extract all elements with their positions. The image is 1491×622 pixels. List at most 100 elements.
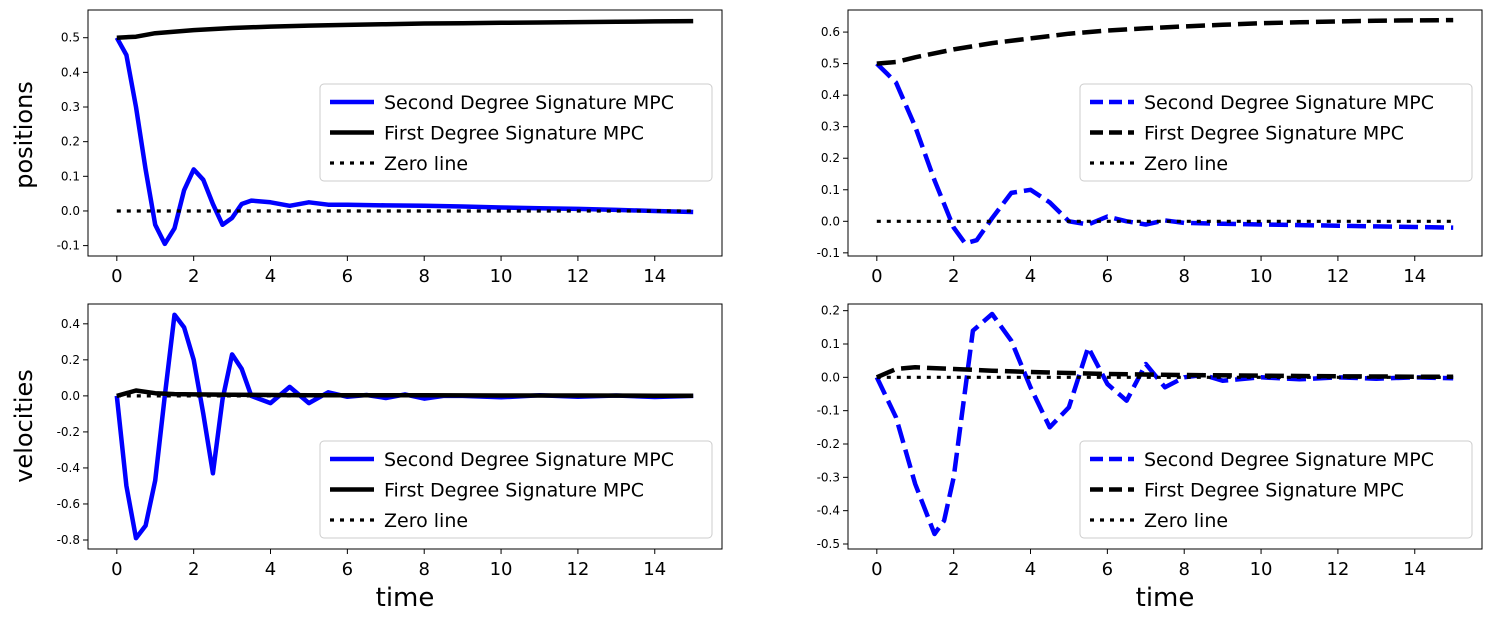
x-tick-label: 12 (566, 266, 589, 287)
y-tick-label: 0.1 (61, 169, 80, 183)
y-tick-label: 0.4 (821, 88, 840, 102)
x-tick-label: 12 (1326, 266, 1349, 287)
series-lines (875, 17, 1454, 246)
y-tick-label: 0.2 (821, 151, 840, 165)
y-tick-label: 0.2 (61, 135, 80, 149)
legend-label-second-degree-signature-mpc: Second Degree Signature MPC (1144, 92, 1434, 114)
x-tick-label: 6 (342, 559, 353, 580)
legend-box (319, 440, 713, 539)
x-tick-label: 0 (871, 559, 882, 580)
x-tick-label: 2 (188, 559, 199, 580)
y-tick-label: -0.8 (57, 533, 80, 547)
y-tick-label: -0.2 (817, 437, 840, 451)
row-label-velocities: velocities (10, 369, 38, 483)
x-tick-label: 12 (1326, 559, 1349, 580)
legend-label-first-degree-signature-mpc: First Degree Signature MPC (1144, 480, 1404, 502)
legend: Second Degree Signature MPC First Degree … (319, 440, 713, 539)
x-tick-label: 10 (490, 559, 513, 580)
subplot-top-right-positions-dashed: 0 2 4 6 8 10 12 14 -0.1 0.0 0.1 0.2 0.3 0.4 0.5 0.6 Seco… (817, 9, 1483, 287)
y-tick-label: -0.2 (57, 425, 80, 439)
subplot-top-left-positions-second-vs-first: 0 2 4 6 8 10 12 14 -0.1 0.0 0.1 0.2 0.3 0.4 0.5 Second … (57, 9, 723, 287)
x-tick-label: 0 (111, 559, 122, 580)
x-tick-label: 14 (643, 266, 666, 287)
legend-label-first-degree-signature-mpc: First Degree Signature MPC (384, 123, 644, 145)
legend-label-zero-line: Zero line (1144, 510, 1228, 532)
y-tick-label: -0.1 (817, 246, 840, 260)
y-tick-label: -0.4 (817, 504, 840, 518)
series-lines (874, 311, 1454, 537)
x-tick-label: 14 (1403, 559, 1426, 580)
y-tick-label: 0.0 (61, 389, 80, 403)
y-tick-label: 0.5 (61, 31, 80, 45)
y-tick-label: -0.1 (57, 239, 80, 253)
series-lines (114, 18, 694, 247)
x-tick-label: 0 (871, 266, 882, 287)
axes-frame (87, 303, 723, 550)
x-tick-label: 4 (1025, 266, 1036, 287)
y-tick-label: 0.6 (821, 25, 840, 39)
x-tick-label: 4 (1025, 559, 1036, 580)
x-tick-label: 8 (1178, 266, 1189, 287)
y-tick-label: 0.0 (821, 370, 840, 384)
y-tick-label: 0.5 (821, 57, 840, 71)
x-tick-label: 0 (111, 266, 122, 287)
x-tick-label: 6 (1102, 559, 1113, 580)
x-tick-label: 14 (643, 559, 666, 580)
y-tick-label: -0.6 (57, 497, 80, 511)
x-axis-label: time (376, 583, 435, 613)
legend: Second Degree Signature MPC First Degree … (1079, 440, 1473, 539)
subplot-bottom-right-velocities-dashed: 0 2 4 6 8 10 12 14 -0.5 -0.4 -0.3 -0.2 -0.1 0.0 0.1 0.2… (817, 303, 1483, 613)
y-tick-label: 0.0 (61, 204, 80, 218)
y-tick-label: 0.2 (61, 353, 80, 367)
axes-frame (847, 9, 1483, 257)
x-tick-label: 10 (1250, 266, 1273, 287)
series-line-first-degree-signature-mpc (875, 365, 1454, 380)
x-tick-label: 10 (490, 266, 513, 287)
y-tick-label: -0.4 (57, 461, 80, 475)
row-label-positions: positions (10, 81, 38, 189)
y-tick-label: 0.4 (61, 317, 80, 331)
x-tick-label: 8 (1178, 559, 1189, 580)
legend-label-second-degree-signature-mpc: Second Degree Signature MPC (1144, 449, 1434, 471)
series-line-first-degree-signature-mpc (876, 17, 1454, 66)
series-line-second-degree-signature-mpc (114, 36, 694, 247)
axes-frame (87, 9, 723, 257)
legend-label-first-degree-signature-mpc: First Degree Signature MPC (384, 480, 644, 502)
y-tick-label: 0.3 (61, 100, 80, 114)
y-tick-label: 0.1 (821, 337, 840, 351)
x-tick-label: 8 (418, 266, 429, 287)
x-axis-label: time (1136, 583, 1195, 613)
x-tick-label: 2 (948, 559, 959, 580)
x-tick-label: 2 (948, 266, 959, 287)
x-tick-label: 6 (342, 266, 353, 287)
legend-box (319, 83, 713, 182)
y-tick-label: -0.5 (817, 537, 840, 551)
x-tick-label: 4 (265, 266, 276, 287)
legend-label-second-degree-signature-mpc: Second Degree Signature MPC (384, 449, 674, 471)
series-lines (114, 312, 694, 541)
y-tick-label: 0.4 (61, 65, 80, 79)
legend-label-zero-line: Zero line (384, 153, 468, 175)
y-tick-label: 0.2 (821, 304, 840, 318)
y-tick-label: 0.1 (821, 183, 840, 197)
y-tick-label: 0.3 (821, 120, 840, 134)
subplot-bottom-left-velocities: 0 2 4 6 8 10 12 14 -0.8 -0.6 -0.4 -0.2 0.0 0.2 0.4 time… (57, 303, 723, 613)
y-tick-label: -0.3 (817, 470, 840, 484)
x-tick-label: 2 (188, 266, 199, 287)
legend: Second Degree Signature MPC First Degree … (1079, 83, 1473, 182)
x-tick-label: 14 (1403, 266, 1426, 287)
x-tick-label: 8 (418, 559, 429, 580)
legend-box (1079, 83, 1473, 182)
x-tick-label: 12 (566, 559, 589, 580)
x-tick-label: 6 (1102, 266, 1113, 287)
series-line-first-degree-signature-mpc (116, 18, 694, 40)
legend-box (1079, 440, 1473, 539)
x-tick-label: 4 (265, 559, 276, 580)
legend-label-zero-line: Zero line (384, 510, 468, 532)
legend: Second Degree Signature MPC First Degree … (319, 83, 713, 182)
x-tick-label: 10 (1250, 559, 1273, 580)
axes-frame (847, 303, 1483, 550)
series-line-second-degree-signature-mpc (874, 311, 1454, 537)
y-tick-label: 0.0 (821, 214, 840, 228)
